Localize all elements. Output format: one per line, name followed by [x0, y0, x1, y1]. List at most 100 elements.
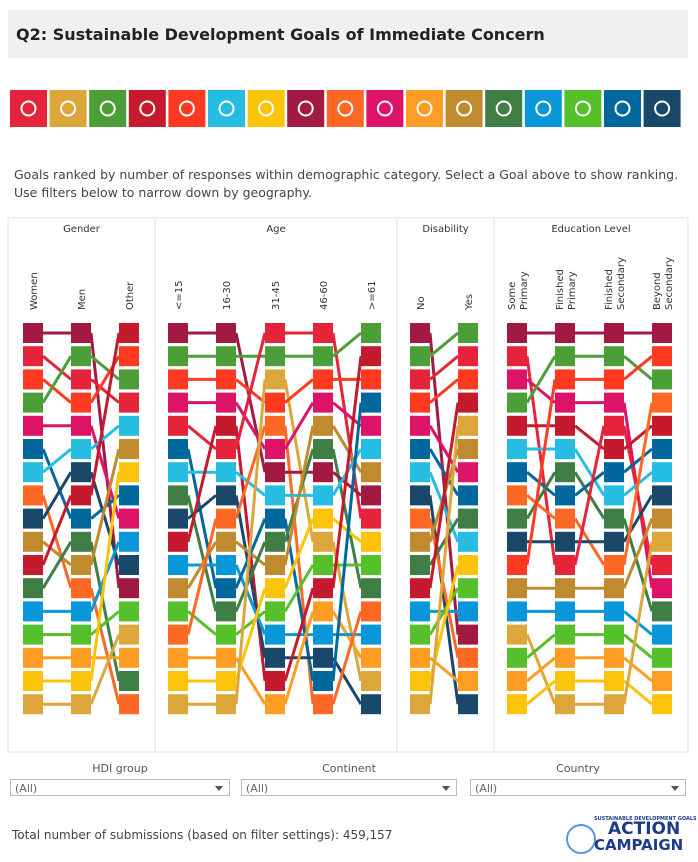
goal-square[interactable]	[119, 671, 139, 691]
goal-icon[interactable]	[445, 90, 483, 127]
goal-square[interactable]	[119, 485, 139, 506]
goal-square[interactable]	[216, 439, 236, 459]
goal-square[interactable]	[604, 415, 624, 436]
goal-square[interactable]	[458, 415, 478, 436]
goal-square[interactable]	[410, 624, 430, 645]
goal-square[interactable]	[507, 555, 527, 575]
goal-square[interactable]	[555, 369, 575, 390]
goal-icon[interactable]	[89, 90, 127, 127]
goal-square[interactable]	[555, 462, 575, 483]
goal-square[interactable]	[361, 601, 381, 622]
goal-square[interactable]	[458, 555, 478, 575]
goal-square[interactable]	[604, 601, 624, 622]
goal-square[interactable]	[168, 439, 188, 459]
goal-square[interactable]	[410, 323, 430, 343]
goal-square[interactable]	[216, 392, 236, 413]
goal-square[interactable]	[216, 578, 236, 599]
goal-square[interactable]	[410, 671, 430, 691]
goal-square[interactable]	[23, 555, 43, 575]
goal-square[interactable]	[507, 346, 527, 367]
goal-square[interactable]	[410, 415, 430, 436]
goal-square[interactable]	[265, 508, 285, 529]
goal-icon[interactable]	[485, 90, 523, 127]
goal-square[interactable]	[361, 346, 381, 367]
goal-square[interactable]	[652, 323, 672, 343]
goal-square[interactable]	[410, 578, 430, 599]
goal-square[interactable]	[410, 485, 430, 506]
goal-square[interactable]	[410, 647, 430, 668]
goal-square[interactable]	[507, 439, 527, 459]
goal-square[interactable]	[23, 462, 43, 483]
goal-square[interactable]	[458, 346, 478, 367]
goal-square[interactable]	[71, 462, 91, 483]
goal-square[interactable]	[652, 694, 672, 715]
goal-square[interactable]	[23, 508, 43, 529]
goal-square[interactable]	[458, 323, 478, 343]
goal-square[interactable]	[555, 694, 575, 715]
goal-square[interactable]	[216, 323, 236, 343]
filter-dropdown[interactable]: (All)	[10, 779, 230, 796]
goal-square[interactable]	[507, 601, 527, 622]
goal-square[interactable]	[168, 462, 188, 483]
goal-square[interactable]	[71, 578, 91, 599]
goal-square[interactable]	[555, 671, 575, 691]
goal-square[interactable]	[361, 578, 381, 599]
goal-icon[interactable]	[128, 90, 166, 127]
goal-square[interactable]	[361, 415, 381, 436]
goal-square[interactable]	[604, 647, 624, 668]
goal-square[interactable]	[458, 647, 478, 668]
filter-dropdown[interactable]: (All)	[241, 779, 457, 796]
goal-square[interactable]	[265, 462, 285, 483]
goal-square[interactable]	[71, 369, 91, 390]
goal-square[interactable]	[313, 601, 333, 622]
goal-square[interactable]	[265, 578, 285, 599]
goal-square[interactable]	[410, 462, 430, 483]
goal-square[interactable]	[361, 462, 381, 483]
goal-square[interactable]	[119, 369, 139, 390]
goal-square[interactable]	[168, 508, 188, 529]
goal-icon[interactable]	[604, 90, 641, 127]
goal-square[interactable]	[555, 578, 575, 599]
goal-square[interactable]	[23, 531, 43, 552]
goal-square[interactable]	[23, 578, 43, 599]
goal-square[interactable]	[23, 624, 43, 645]
goal-square[interactable]	[265, 555, 285, 575]
goal-square[interactable]	[458, 369, 478, 390]
goal-square[interactable]	[361, 647, 381, 668]
goal-square[interactable]	[361, 671, 381, 691]
goal-square[interactable]	[216, 346, 236, 367]
goal-square[interactable]	[652, 508, 672, 529]
goal-square[interactable]	[652, 647, 672, 668]
goal-square[interactable]	[604, 462, 624, 483]
goal-square[interactable]	[652, 415, 672, 436]
goal-square[interactable]	[23, 694, 43, 715]
goal-square[interactable]	[313, 485, 333, 506]
goal-icon[interactable]	[49, 90, 87, 127]
goal-square[interactable]	[265, 369, 285, 390]
goal-square[interactable]	[71, 647, 91, 668]
goal-square[interactable]	[410, 555, 430, 575]
goal-square[interactable]	[119, 555, 139, 575]
goal-square[interactable]	[361, 485, 381, 506]
goal-square[interactable]	[23, 671, 43, 691]
goal-square[interactable]	[458, 531, 478, 552]
goal-square[interactable]	[71, 555, 91, 575]
goal-square[interactable]	[555, 346, 575, 367]
goal-square[interactable]	[604, 578, 624, 599]
goal-square[interactable]	[410, 346, 430, 367]
goal-square[interactable]	[71, 485, 91, 506]
goal-square[interactable]	[216, 508, 236, 529]
goal-square[interactable]	[458, 462, 478, 483]
goal-square[interactable]	[410, 369, 430, 390]
goal-square[interactable]	[361, 555, 381, 575]
goal-square[interactable]	[216, 531, 236, 552]
goal-square[interactable]	[361, 531, 381, 552]
goal-square[interactable]	[410, 694, 430, 715]
goal-square[interactable]	[410, 392, 430, 413]
goal-square[interactable]	[265, 439, 285, 459]
goal-square[interactable]	[652, 671, 672, 691]
goal-square[interactable]	[458, 601, 478, 622]
goal-square[interactable]	[313, 415, 333, 436]
goal-square[interactable]	[119, 647, 139, 668]
goal-square[interactable]	[216, 369, 236, 390]
